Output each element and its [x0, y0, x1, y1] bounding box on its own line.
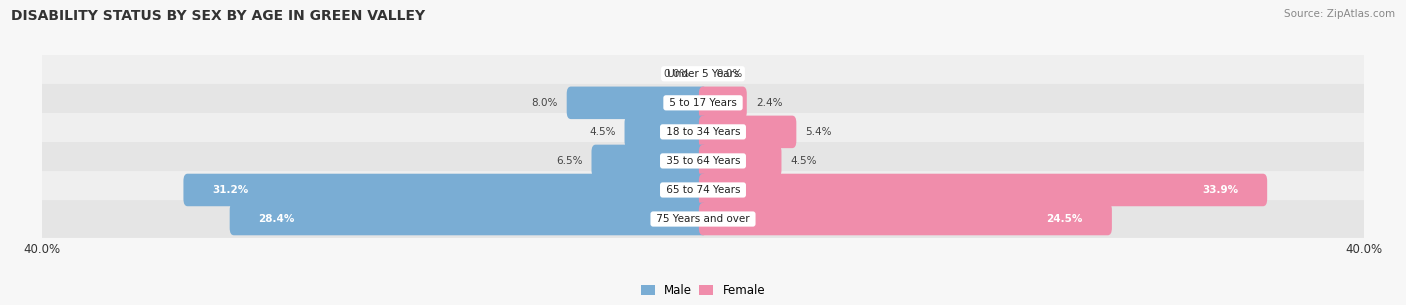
Text: 35 to 64 Years: 35 to 64 Years	[662, 156, 744, 166]
FancyBboxPatch shape	[183, 174, 707, 206]
Text: 4.5%: 4.5%	[790, 156, 817, 166]
Text: 28.4%: 28.4%	[259, 214, 295, 224]
FancyBboxPatch shape	[699, 87, 747, 119]
Text: 0.0%: 0.0%	[716, 69, 742, 79]
Legend: Male, Female: Male, Female	[636, 279, 770, 302]
Text: 4.5%: 4.5%	[589, 127, 616, 137]
FancyBboxPatch shape	[39, 200, 1367, 238]
FancyBboxPatch shape	[699, 116, 796, 148]
FancyBboxPatch shape	[229, 203, 707, 235]
FancyBboxPatch shape	[39, 113, 1367, 151]
Text: 33.9%: 33.9%	[1202, 185, 1239, 195]
Text: 2.4%: 2.4%	[756, 98, 782, 108]
Text: 5 to 17 Years: 5 to 17 Years	[666, 98, 740, 108]
Text: Source: ZipAtlas.com: Source: ZipAtlas.com	[1284, 9, 1395, 19]
FancyBboxPatch shape	[699, 203, 1112, 235]
Text: 31.2%: 31.2%	[212, 185, 249, 195]
Text: 65 to 74 Years: 65 to 74 Years	[662, 185, 744, 195]
FancyBboxPatch shape	[699, 174, 1267, 206]
Text: 24.5%: 24.5%	[1046, 214, 1083, 224]
FancyBboxPatch shape	[39, 171, 1367, 209]
FancyBboxPatch shape	[699, 145, 782, 177]
FancyBboxPatch shape	[567, 87, 707, 119]
Text: 6.5%: 6.5%	[555, 156, 582, 166]
Text: 5.4%: 5.4%	[806, 127, 832, 137]
FancyBboxPatch shape	[39, 55, 1367, 93]
FancyBboxPatch shape	[592, 145, 707, 177]
FancyBboxPatch shape	[624, 116, 707, 148]
Text: 75 Years and over: 75 Years and over	[652, 214, 754, 224]
Text: 0.0%: 0.0%	[664, 69, 690, 79]
Text: 18 to 34 Years: 18 to 34 Years	[662, 127, 744, 137]
FancyBboxPatch shape	[39, 142, 1367, 180]
Text: 8.0%: 8.0%	[531, 98, 558, 108]
Text: DISABILITY STATUS BY SEX BY AGE IN GREEN VALLEY: DISABILITY STATUS BY SEX BY AGE IN GREEN…	[11, 9, 426, 23]
FancyBboxPatch shape	[39, 84, 1367, 122]
Text: Under 5 Years: Under 5 Years	[664, 69, 742, 79]
